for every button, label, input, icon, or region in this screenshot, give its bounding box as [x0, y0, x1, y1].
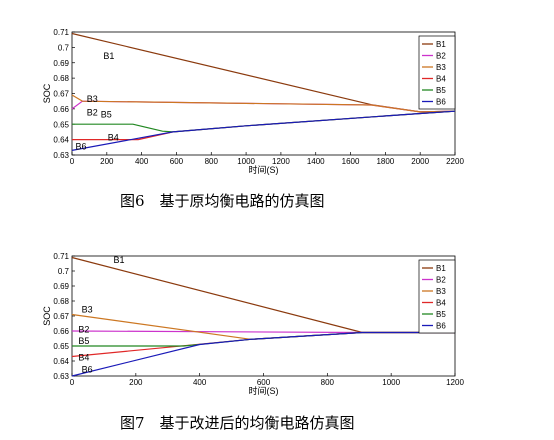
x-tick-label: 0: [70, 378, 75, 387]
x-tick-label: 400: [193, 378, 207, 387]
y-tick-label: 0.67: [53, 312, 69, 321]
legend-label-b4: B4: [436, 299, 446, 308]
y-tick-label: 0.68: [53, 297, 69, 306]
legend-label-b6: B6: [436, 98, 446, 107]
x-tick-label: 1200: [272, 157, 290, 166]
plot-area: [71, 31, 456, 156]
legend-label-b4: B4: [436, 75, 446, 84]
y-tick-label: 0.7: [58, 43, 70, 52]
x-axis-label: 时间(S): [249, 385, 279, 396]
x-tick-label: 1000: [237, 157, 255, 166]
series-line-b6: [71, 331, 455, 377]
x-tick-label: 800: [205, 157, 219, 166]
annotation-b1: B1: [113, 255, 124, 265]
y-tick-label: 0.65: [53, 120, 69, 129]
annotation-b3: B3: [82, 304, 93, 314]
annotation-b2: B2: [87, 108, 98, 118]
y-tick-label: 0.71: [53, 28, 69, 37]
x-tick-label: 600: [170, 157, 184, 166]
y-axis-label: SOC: [42, 83, 52, 103]
x-tick-label: 2200: [446, 157, 464, 166]
y-tick-label: 0.64: [53, 357, 69, 366]
annotation-b4: B4: [78, 352, 89, 362]
chart-2: 0.63 0.64 0.65 0.66 0.67 0.68 0.69 0.7 0.71 0 200 4…: [42, 252, 464, 432]
legend-label-b3: B3: [436, 287, 446, 296]
x-tick-label: 1000: [382, 378, 400, 387]
y-tick-label: 0.69: [53, 282, 69, 291]
legend-box: [418, 35, 456, 110]
x-tick-label: 2000: [411, 157, 429, 166]
annotation-b2: B2: [78, 325, 89, 335]
y-tick-label: 0.69: [53, 59, 69, 68]
annotation-b5: B5: [78, 336, 89, 346]
figure-caption: 图7 基于改进后的均衡电路仿真图: [120, 414, 355, 432]
x-tick-label: 800: [321, 378, 335, 387]
legend-label-b5: B5: [436, 86, 446, 95]
y-axis-label: SOC: [42, 306, 52, 326]
x-tick-label: 1600: [342, 157, 360, 166]
x-tick-label: 1800: [376, 157, 394, 166]
annotation-b1: B1: [103, 51, 114, 61]
x-tick-label: 0: [70, 157, 75, 166]
annotation-b5: B5: [101, 109, 112, 119]
x-tick-label: 200: [100, 157, 114, 166]
y-tick-label: 0.64: [53, 136, 69, 145]
series-line-b3: [71, 94, 456, 113]
x-tick-label: 400: [135, 157, 149, 166]
annotation-b4: B4: [108, 132, 119, 142]
legend: B1 B2 B3 B4 B5 B6: [418, 35, 456, 110]
x-tick-label: 1200: [446, 378, 464, 387]
series-line-b6: [71, 110, 456, 151]
annotation-b6: B6: [75, 142, 86, 152]
legend-label-b1: B1: [436, 264, 446, 273]
x-tick-label: 1400: [307, 157, 325, 166]
y-tick-label: 0.7: [58, 267, 70, 276]
y-tick-label: 0.63: [53, 372, 69, 381]
annotation-b3: B3: [87, 94, 98, 104]
y-tick-label: 0.65: [53, 342, 69, 351]
legend-label-b3: B3: [436, 63, 446, 72]
legend-label-b2: B2: [436, 52, 446, 61]
y-tick-label: 0.63: [53, 151, 69, 160]
legend-label-b2: B2: [436, 276, 446, 285]
x-tick-label: 200: [129, 378, 143, 387]
annotation-b6: B6: [82, 364, 93, 374]
y-tick-label: 0.71: [53, 252, 69, 261]
y-tick-label: 0.68: [53, 74, 69, 83]
figure-caption: 图6 基于原均衡电路的仿真图: [120, 192, 325, 210]
y-tick-label: 0.66: [53, 105, 69, 114]
legend: B1 B2 B3 B4 B5 B6: [418, 259, 456, 334]
plot-area: [71, 255, 456, 377]
legend-label-b6: B6: [436, 322, 446, 331]
legend-label-b1: B1: [436, 40, 446, 49]
y-tick-label: 0.67: [53, 90, 69, 99]
x-tick-label: 600: [257, 378, 271, 387]
y-tick-label: 0.66: [53, 327, 69, 336]
chart-1: 0.63 0.64 0.65 0.66 0.67 0.68 0.69 0.7 0.71 0 200 4…: [42, 28, 464, 210]
legend-label-b5: B5: [436, 310, 446, 319]
legend-box: [418, 259, 456, 334]
x-axis-label: 时间(S): [249, 164, 279, 175]
